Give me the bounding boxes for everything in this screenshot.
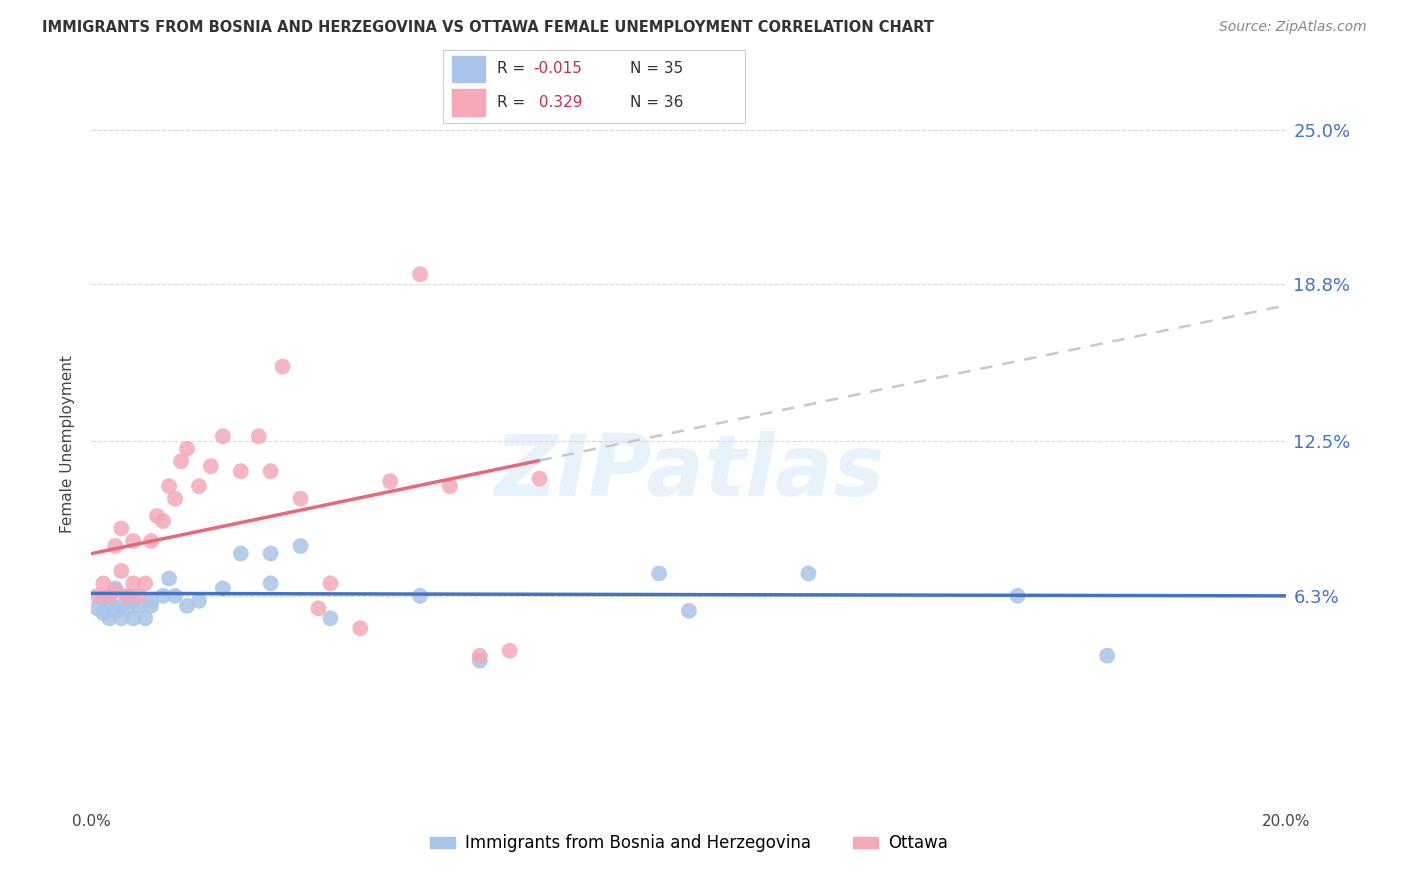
Point bbox=[110, 522, 132, 536]
Point bbox=[200, 459, 222, 474]
Point bbox=[499, 643, 522, 657]
Point bbox=[319, 611, 342, 625]
Point bbox=[648, 566, 671, 581]
Point bbox=[678, 604, 700, 618]
Point bbox=[134, 576, 156, 591]
Point bbox=[271, 359, 294, 374]
Point bbox=[104, 582, 127, 596]
Text: R =: R = bbox=[498, 95, 530, 110]
Y-axis label: Female Unemployment: Female Unemployment bbox=[60, 355, 76, 533]
Point bbox=[141, 534, 163, 549]
Text: ZIPatlas: ZIPatlas bbox=[494, 431, 884, 514]
Point bbox=[188, 479, 211, 493]
Point bbox=[110, 611, 132, 625]
Point bbox=[1007, 589, 1029, 603]
Point bbox=[93, 607, 115, 621]
Point bbox=[290, 491, 312, 506]
Point bbox=[247, 429, 270, 443]
Point bbox=[115, 601, 138, 615]
Text: IMMIGRANTS FROM BOSNIA AND HERZEGOVINA VS OTTAWA FEMALE UNEMPLOYMENT CORRELATION: IMMIGRANTS FROM BOSNIA AND HERZEGOVINA V… bbox=[42, 20, 934, 35]
Point bbox=[86, 589, 108, 603]
Point bbox=[104, 604, 127, 618]
Point bbox=[409, 589, 432, 603]
Point bbox=[98, 596, 121, 610]
Point bbox=[122, 576, 145, 591]
Bar bbox=[451, 56, 485, 82]
Point bbox=[188, 594, 211, 608]
Point bbox=[104, 539, 127, 553]
Text: N = 36: N = 36 bbox=[630, 95, 683, 110]
Point bbox=[128, 589, 150, 603]
Point bbox=[110, 599, 132, 613]
Point bbox=[115, 589, 138, 603]
Point bbox=[115, 589, 138, 603]
Point bbox=[152, 514, 174, 528]
Text: -0.015: -0.015 bbox=[534, 62, 582, 77]
Point bbox=[122, 611, 145, 625]
Point bbox=[163, 589, 186, 603]
Point bbox=[229, 546, 252, 560]
Point bbox=[128, 599, 150, 613]
Point bbox=[529, 472, 551, 486]
Point bbox=[93, 576, 115, 591]
Point bbox=[211, 429, 233, 443]
Point bbox=[319, 576, 342, 591]
Point bbox=[93, 591, 115, 606]
Point bbox=[170, 454, 193, 468]
Point bbox=[259, 546, 281, 560]
Point bbox=[211, 582, 233, 596]
Point bbox=[104, 583, 127, 598]
Point bbox=[157, 571, 180, 585]
Bar bbox=[451, 89, 485, 116]
Point bbox=[797, 566, 820, 581]
Point bbox=[163, 491, 186, 506]
Point bbox=[468, 654, 491, 668]
Point bbox=[349, 621, 371, 635]
Point bbox=[290, 539, 312, 553]
Text: 0.329: 0.329 bbox=[534, 95, 582, 110]
Point bbox=[146, 509, 169, 524]
Point bbox=[157, 479, 180, 493]
Point bbox=[439, 479, 461, 493]
Point bbox=[259, 576, 281, 591]
Point bbox=[409, 267, 432, 281]
Point bbox=[122, 534, 145, 549]
Point bbox=[1097, 648, 1119, 663]
Legend: Immigrants from Bosnia and Herzegovina, Ottawa: Immigrants from Bosnia and Herzegovina, … bbox=[423, 828, 955, 859]
Point bbox=[176, 599, 198, 613]
Point bbox=[86, 601, 108, 615]
Point bbox=[152, 589, 174, 603]
Point bbox=[380, 474, 402, 488]
Point bbox=[134, 611, 156, 625]
Text: R =: R = bbox=[498, 62, 530, 77]
Point bbox=[259, 464, 281, 478]
Point bbox=[307, 601, 329, 615]
Point bbox=[98, 589, 121, 603]
Text: Source: ZipAtlas.com: Source: ZipAtlas.com bbox=[1219, 20, 1367, 34]
Point bbox=[98, 611, 121, 625]
Point bbox=[141, 599, 163, 613]
Point bbox=[122, 594, 145, 608]
Point bbox=[141, 594, 163, 608]
Point bbox=[468, 648, 491, 663]
Text: N = 35: N = 35 bbox=[630, 62, 683, 77]
Point bbox=[110, 564, 132, 578]
Point bbox=[229, 464, 252, 478]
Point bbox=[176, 442, 198, 456]
